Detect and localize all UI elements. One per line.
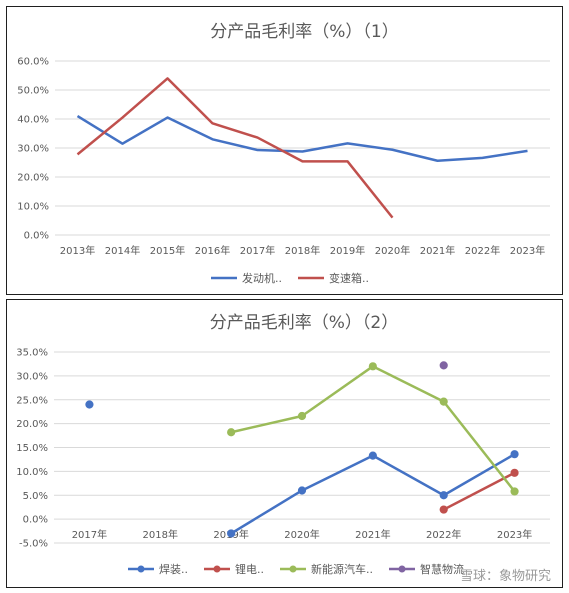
y-tick-label: 30.0% — [16, 371, 48, 382]
y-tick-label: 0.0% — [23, 515, 48, 526]
x-tick-label: 2020年 — [375, 244, 410, 257]
legend-marker — [289, 565, 297, 573]
data-point — [297, 486, 307, 495]
y-tick-label: 0.0% — [24, 231, 49, 242]
series-line — [76, 115, 528, 163]
legend-marker — [137, 565, 145, 573]
y-tick-label: 25.0% — [16, 395, 48, 406]
data-point — [439, 505, 448, 514]
y-tick-label: 5.0% — [23, 491, 48, 502]
chart-title: 分产品毛利率（%）（1） — [210, 22, 398, 42]
series-line — [443, 471, 516, 511]
data-point — [368, 451, 377, 460]
x-tick-label: 2018年 — [285, 244, 320, 257]
y-tick-label: 50.0% — [17, 86, 49, 97]
data-point — [227, 428, 236, 437]
x-tick-label: 2023年 — [510, 244, 545, 257]
x-tick-label: 2021年 — [355, 528, 390, 541]
data-point — [439, 491, 448, 500]
chart-panel-2: 分产品毛利率（%）（2） -5.0% 0.0% 5.0% 10.0% 15.0% 20.0%… — [6, 299, 563, 588]
y-tick-label: 40.0% — [17, 115, 49, 126]
legend-label: 发动机.. — [242, 271, 282, 285]
data-point — [510, 468, 519, 477]
chart-2-svg: 分产品毛利率（%）（2） -5.0% 0.0% 5.0% 10.0% 15.0% 20.0%… — [16, 313, 551, 584]
x-tick-label: 2023年 — [497, 528, 532, 541]
y-tick-label: 15.0% — [16, 443, 48, 454]
y-tick-label: -5.0% — [19, 539, 48, 550]
y-tick-label: 60.0% — [17, 57, 49, 68]
legend-label: 变速箱.. — [329, 271, 369, 285]
data-point — [510, 487, 519, 496]
chart-title: 分产品毛利率（%）（2） — [210, 313, 398, 333]
x-tick-label: 2013年 — [60, 244, 95, 257]
x-tick-label: 2020年 — [284, 528, 319, 541]
x-tick-label: 2022年 — [426, 528, 461, 541]
data-point — [227, 529, 236, 538]
data-point — [85, 400, 94, 409]
legend-marker — [398, 565, 406, 573]
x-tick-label: 2018年 — [143, 528, 178, 541]
legend-label: 锂电.. — [235, 562, 264, 576]
legend-label: 新能源汽车.. — [311, 562, 373, 576]
chart-1-svg: 分产品毛利率（%）（1） 0.0% 10.0% 20.0% 30.0% 40.0% 50.0… — [17, 22, 550, 285]
watermark-text: 雪球：象物研究 — [460, 569, 551, 584]
legend-marker — [213, 565, 221, 573]
data-point — [297, 411, 307, 421]
x-tick-label: 2019年 — [330, 244, 365, 257]
x-tick-label: 2014年 — [105, 244, 140, 257]
legend-label: 智慧物流 — [420, 562, 464, 576]
y-tick-label: 20.0% — [16, 419, 48, 430]
series-line — [230, 365, 516, 493]
y-tick-label: 10.0% — [17, 202, 49, 213]
y-tick-label: 20.0% — [17, 173, 49, 184]
x-tick-label: 2022年 — [465, 244, 500, 257]
x-tick-label: 2021年 — [420, 244, 455, 257]
series-line — [76, 77, 394, 219]
x-tick-label: 2017年 — [72, 528, 107, 541]
x-tick-label: 2015年 — [150, 244, 185, 257]
x-tick-label: 2016年 — [195, 244, 230, 257]
y-tick-label: 35.0% — [16, 348, 48, 359]
data-point — [439, 397, 448, 406]
data-point — [368, 362, 377, 371]
y-tick-label: 10.0% — [16, 467, 48, 478]
x-tick-label: 2017年 — [240, 244, 275, 257]
y-tick-label: 30.0% — [17, 144, 49, 155]
chart-panel-1: 分产品毛利率（%）（1） 0.0% 10.0% 20.0% 30.0% 40.0% 50.0… — [6, 6, 563, 295]
data-point — [439, 361, 448, 370]
legend-label: 焊装.. — [159, 562, 188, 576]
data-point — [510, 450, 519, 459]
